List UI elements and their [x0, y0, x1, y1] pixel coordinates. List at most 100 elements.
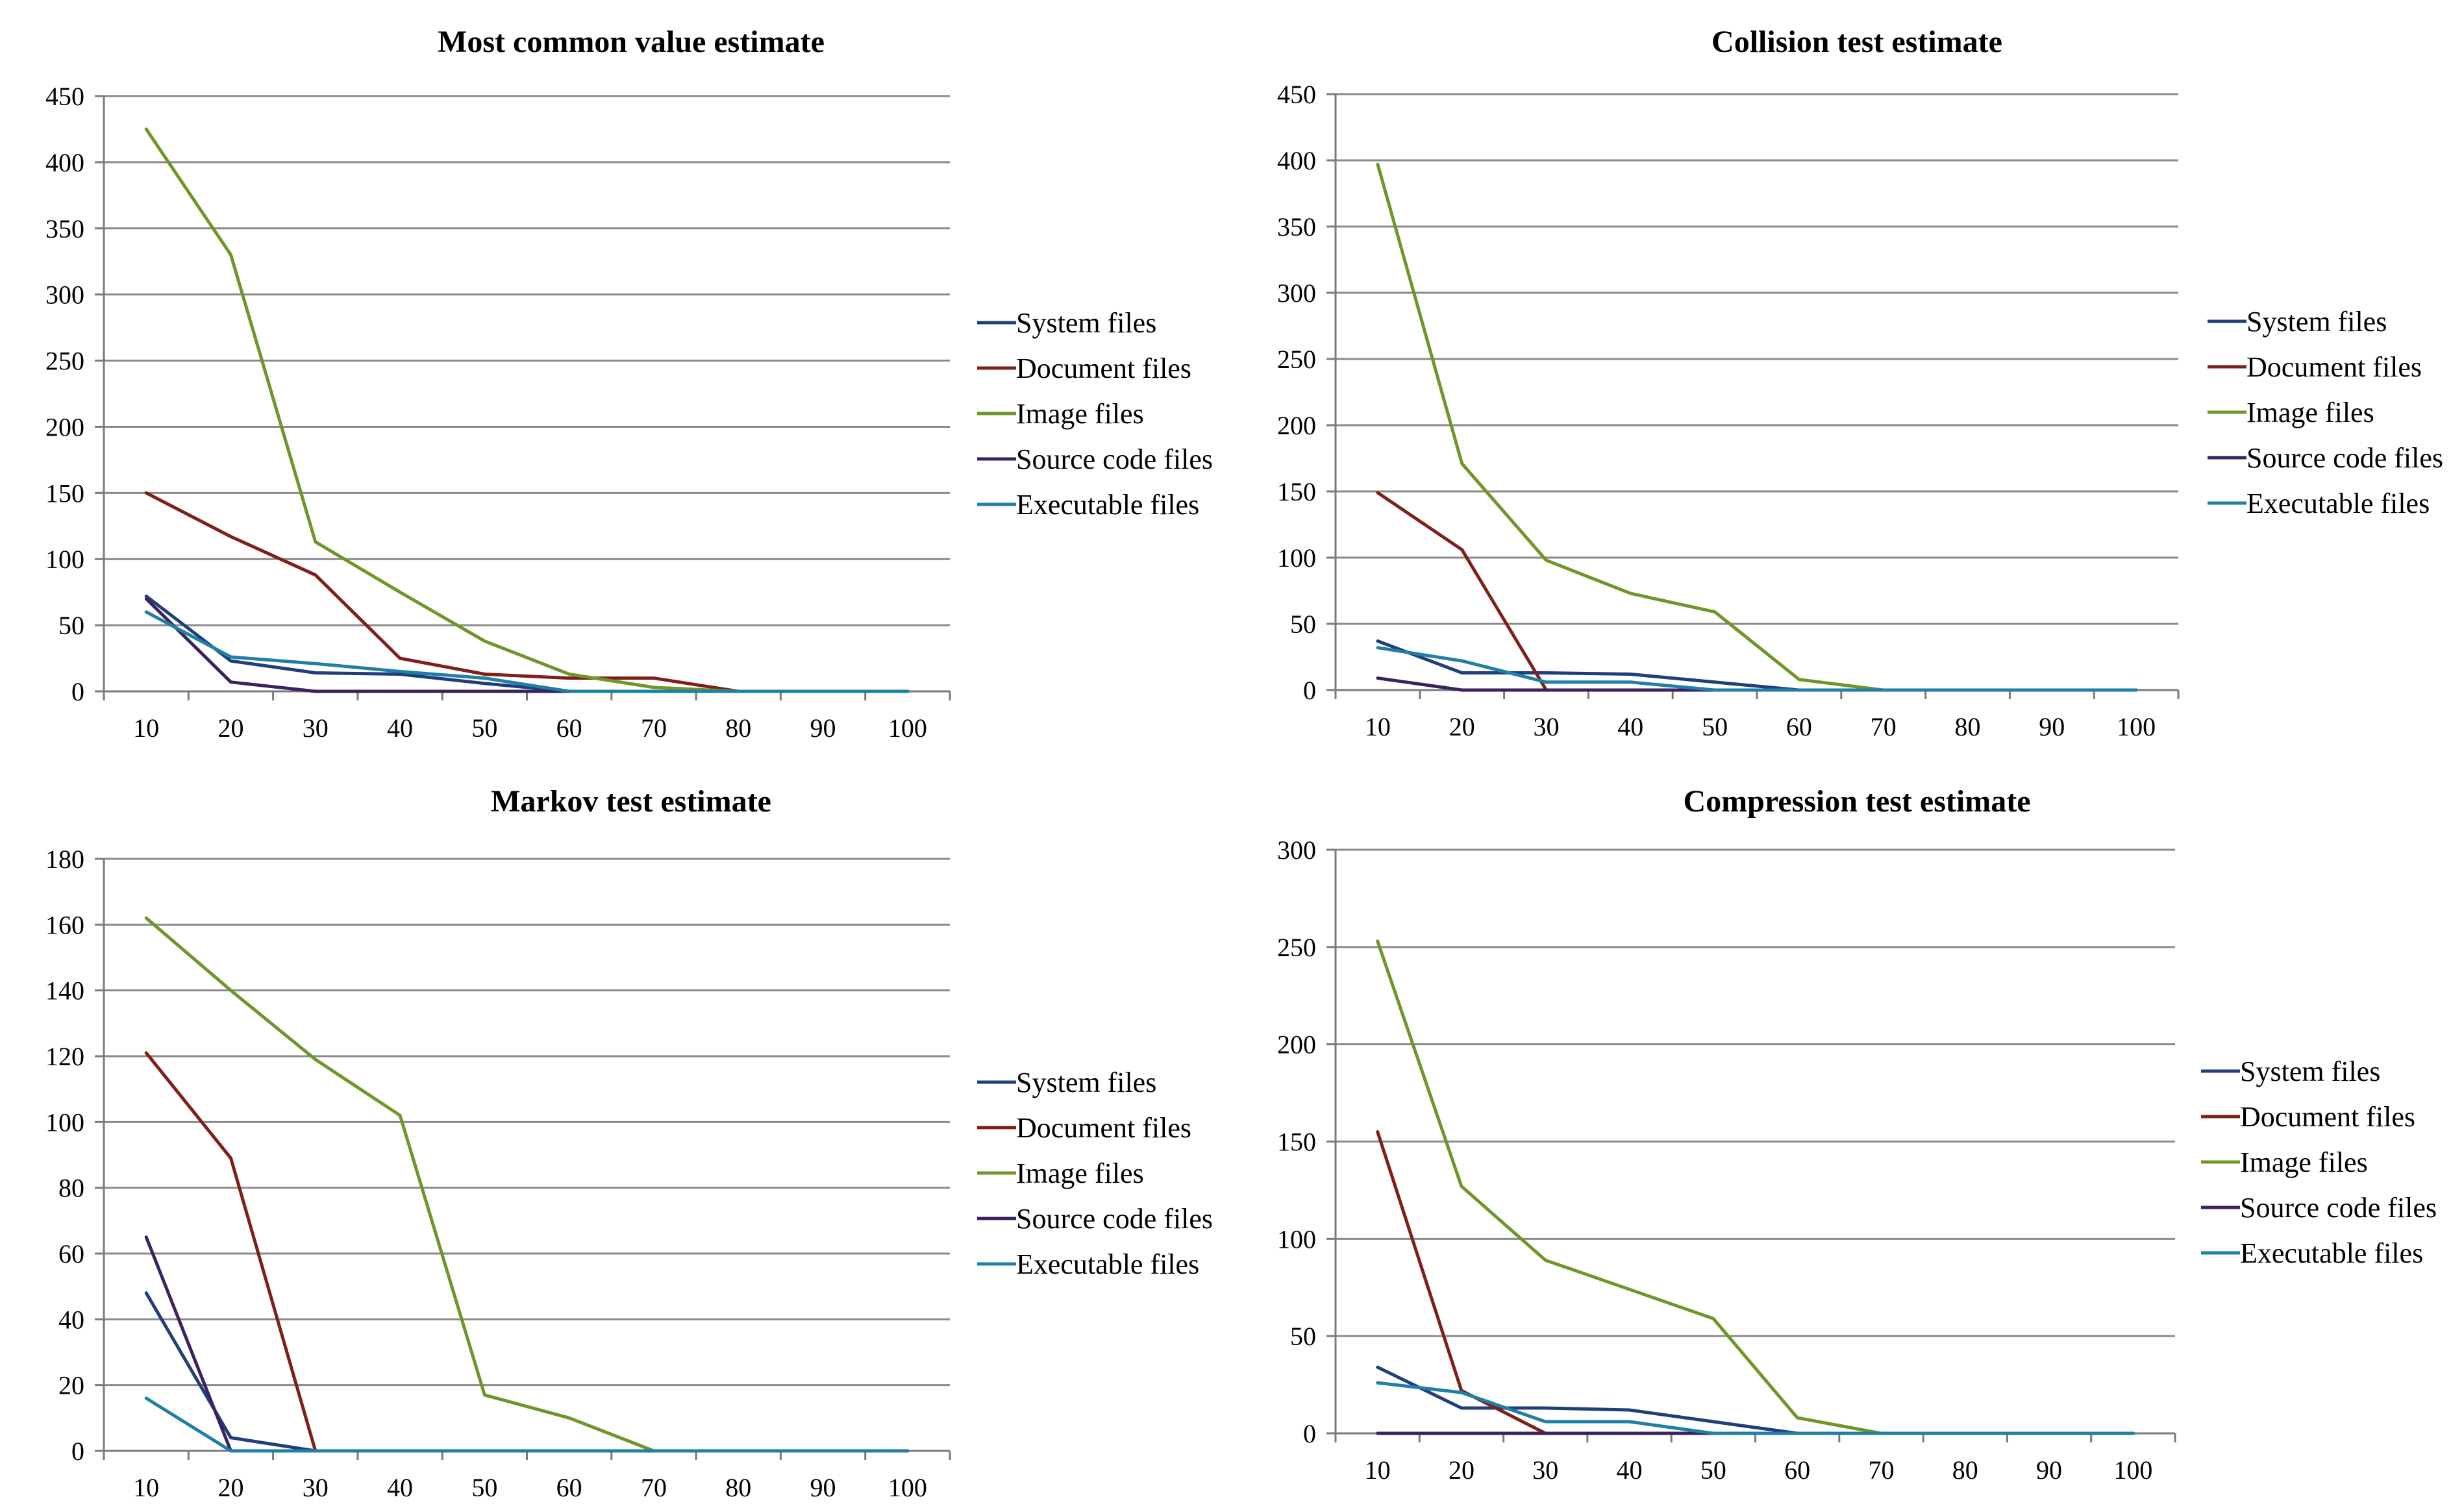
chart-title: Compression test estimate	[1683, 784, 2030, 819]
x-tick-label: 20	[1449, 712, 1475, 741]
legend-label-document-files: Document files	[2246, 351, 2422, 383]
series-line-executable-files	[1376, 646, 2138, 692]
legend-label-executable-files: Executable files	[2240, 1237, 2423, 1269]
x-tick-label: 90	[2039, 712, 2065, 741]
y-tick-label: 150	[45, 478, 84, 508]
legend-label-executable-files: Executable files	[2246, 488, 2430, 519]
legend-label-document-files: Document files	[1016, 1112, 1191, 1144]
y-tick-label: 250	[1277, 933, 1316, 962]
legend-label-image-files: Image files	[1016, 1157, 1144, 1189]
y-tick-label: 0	[1303, 1419, 1316, 1448]
y-tick-label: 450	[45, 82, 84, 111]
y-tick-label: 200	[45, 412, 84, 441]
x-tick-label: 100	[2113, 1455, 2152, 1485]
x-tick-label: 70	[1871, 712, 1897, 741]
y-tick-label: 50	[1290, 1322, 1316, 1351]
y-tick-label: 400	[1277, 146, 1316, 175]
x-tick-label: 80	[1952, 1455, 1978, 1485]
x-tick-label: 100	[888, 713, 927, 743]
y-tick-label: 250	[45, 347, 84, 376]
legend-label-image-files: Image files	[2240, 1146, 2368, 1178]
x-tick-label: 40	[1617, 1455, 1643, 1485]
y-tick-label: 100	[45, 545, 84, 574]
y-tick-label: 300	[1277, 835, 1316, 865]
x-tick-label: 20	[218, 713, 243, 743]
chart-title: Collision test estimate	[1711, 25, 2002, 59]
y-tick-label: 150	[1277, 1128, 1316, 1157]
x-tick-label: 30	[303, 713, 329, 743]
x-tick-label: 70	[1868, 1455, 1894, 1485]
series-line-executable-files	[1376, 1381, 2135, 1435]
legend-label-system-files: System files	[2246, 306, 2387, 338]
x-tick-label: 80	[725, 713, 751, 743]
series-line-executable-files	[144, 1396, 910, 1453]
x-tick-label: 40	[387, 713, 413, 743]
y-tick-label: 0	[71, 1437, 84, 1466]
x-tick-label: 70	[641, 713, 667, 743]
x-tick-label: 50	[1700, 1455, 1726, 1485]
chart-panel-compression-test: Compression test estimate 0 50 100 150 200 25…	[1277, 784, 2437, 1485]
y-tick-label: 350	[1277, 212, 1316, 241]
y-tick-label: 350	[45, 214, 84, 243]
y-tick-label: 180	[45, 845, 84, 874]
legend-label-source-code-files: Source code files	[2246, 442, 2443, 474]
y-tick-label: 120	[45, 1042, 84, 1071]
y-tick-label: 200	[1277, 1030, 1316, 1059]
y-tick-label: 400	[45, 148, 84, 177]
x-tick-label: 50	[471, 1473, 497, 1502]
y-tick-label: 160	[45, 910, 84, 939]
x-tick-label: 10	[133, 1473, 159, 1502]
x-tick-label: 60	[1786, 712, 1812, 741]
y-tick-label: 100	[1277, 1224, 1316, 1254]
y-tick-label: 300	[45, 280, 84, 310]
x-tick-label: 40	[387, 1473, 413, 1502]
x-tick-label: 10	[1365, 1455, 1391, 1485]
x-tick-label: 50	[471, 713, 497, 743]
chart-panel-collision-test: Collision test estimate 0 50 100 150 200 250 3…	[1277, 25, 2443, 741]
x-tick-label: 80	[1955, 712, 1981, 741]
y-tick-label: 60	[58, 1239, 84, 1268]
x-tick-label: 70	[641, 1473, 667, 1502]
y-tick-label: 20	[58, 1371, 84, 1400]
y-tick-label: 50	[1290, 610, 1316, 639]
chart-title: Most common value estimate	[438, 25, 825, 59]
legend-label-source-code-files: Source code files	[1016, 1203, 1213, 1235]
x-tick-label: 40	[1617, 712, 1643, 741]
x-tick-label: 10	[133, 713, 159, 743]
y-tick-label: 100	[1277, 543, 1316, 573]
x-tick-label: 10	[1365, 712, 1391, 741]
chart-panel-most-common-value: Most common value estimate 0 50 100 150 200 2…	[45, 25, 1213, 743]
legend-label-executable-files: Executable files	[1016, 489, 1199, 521]
legend-label-system-files: System files	[2240, 1056, 2380, 1087]
y-tick-label: 0	[1303, 676, 1316, 705]
y-tick-label: 150	[1277, 477, 1316, 506]
x-tick-label: 60	[556, 1473, 582, 1502]
legend-label-system-files: System files	[1016, 1067, 1156, 1098]
chart-panel-markov-test: Markov test estimate 0 20 40 60 80 100 120 140 1…	[45, 784, 1213, 1502]
x-tick-label: 50	[1702, 712, 1728, 741]
x-tick-label: 90	[810, 713, 836, 743]
series-line-executable-files	[144, 610, 910, 693]
y-tick-label: 40	[58, 1305, 84, 1334]
y-tick-label: 100	[45, 1107, 84, 1137]
x-tick-label: 100	[888, 1473, 927, 1502]
legend-label-source-code-files: Source code files	[1016, 443, 1213, 475]
y-tick-label: 300	[1277, 278, 1316, 308]
x-tick-label: 60	[1784, 1455, 1810, 1485]
legend-label-image-files: Image files	[1016, 398, 1144, 430]
legend-label-source-code-files: Source code files	[2240, 1192, 2437, 1224]
x-tick-label: 80	[725, 1473, 751, 1502]
y-tick-label: 80	[58, 1174, 84, 1203]
x-tick-label: 100	[2117, 712, 2156, 741]
x-tick-label: 20	[1449, 1455, 1475, 1485]
legend-label-document-files: Document files	[2240, 1101, 2415, 1133]
y-tick-label: 50	[58, 611, 84, 640]
x-tick-label: 90	[2036, 1455, 2062, 1485]
x-tick-label: 60	[556, 713, 582, 743]
chart-title: Markov test estimate	[491, 784, 771, 819]
y-tick-label: 250	[1277, 345, 1316, 374]
legend-label-executable-files: Executable files	[1016, 1248, 1199, 1280]
x-tick-label: 30	[303, 1473, 329, 1502]
